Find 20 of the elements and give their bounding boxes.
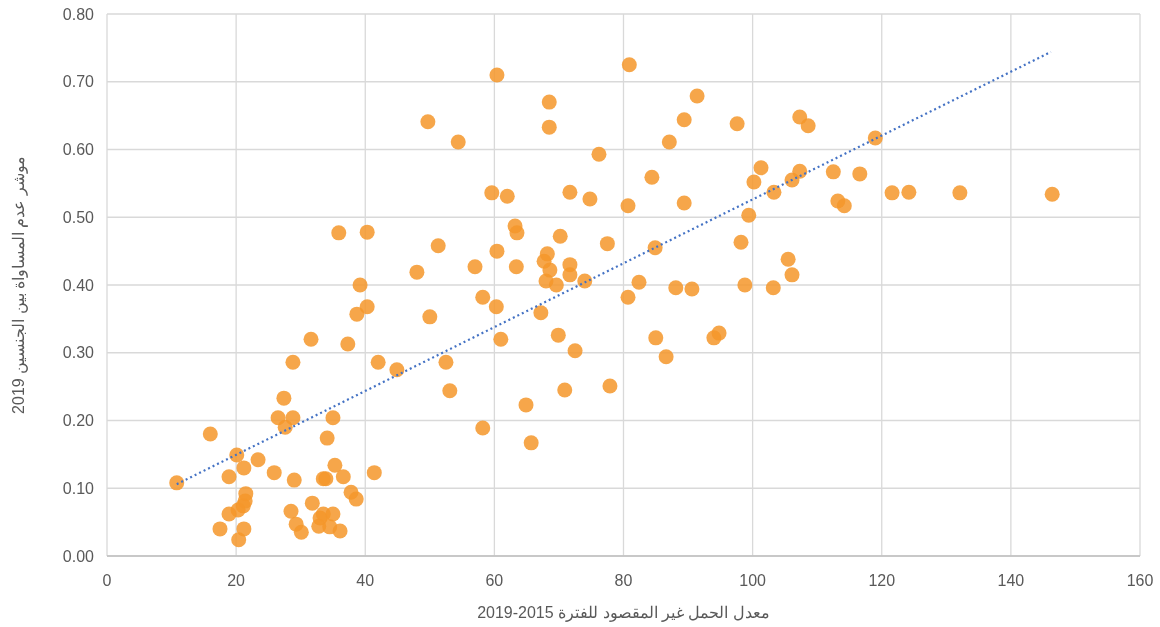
- x-axis-title: معدل الحمل غير المقصود للفترة 2015-2019: [477, 604, 770, 622]
- x-tick-label: 60: [485, 572, 504, 589]
- x-tick-label: 100: [739, 572, 767, 589]
- y-tick-label: 0.80: [62, 5, 95, 23]
- y-axis-title: موشر عدم المساواة بين الجنسين 2019: [10, 156, 28, 414]
- x-tick-label: 80: [614, 572, 633, 589]
- y-tick-label: 0.00: [62, 547, 95, 565]
- y-tick-label: 0.60: [62, 141, 95, 158]
- x-tick-label: 20: [227, 572, 246, 589]
- y-tick-label: 0.10: [62, 479, 95, 497]
- x-tick-label: 160: [1126, 572, 1154, 589]
- y-tick-label: 0.20: [62, 412, 95, 429]
- x-tick-label: 40: [356, 572, 375, 589]
- y-tick-label: 0.70: [62, 73, 95, 91]
- x-tick-label: 0: [102, 572, 112, 589]
- y-tick-label: 0.30: [62, 344, 95, 362]
- x-tick-label: 140: [997, 572, 1025, 589]
- y-tick-label: 0.50: [62, 208, 95, 226]
- x-tick-label: 120: [868, 572, 896, 589]
- y-tick-label: 0.40: [62, 276, 95, 294]
